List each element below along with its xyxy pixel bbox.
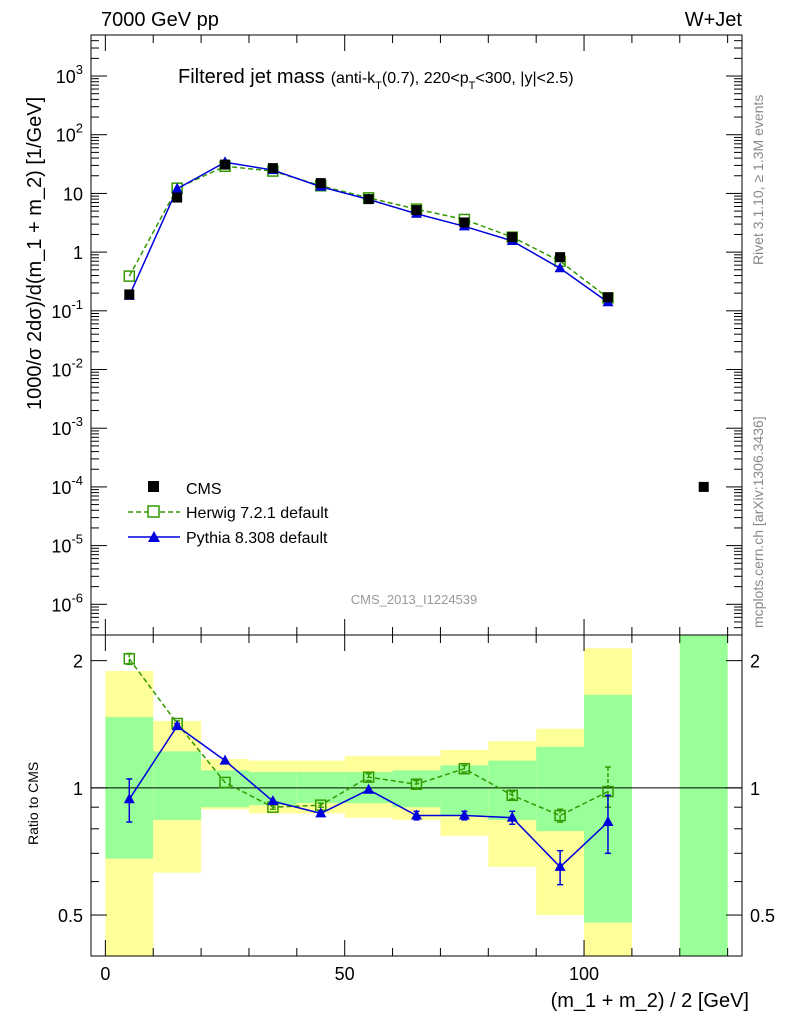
x-tick-label: 100 xyxy=(569,964,599,984)
ratio-panel-series xyxy=(123,652,614,886)
pythia-ratio-point xyxy=(554,860,566,871)
band-inner xyxy=(201,770,249,808)
x-tick-label: 50 xyxy=(335,964,355,984)
cms-point xyxy=(411,205,422,216)
herwig-ratio-point xyxy=(123,653,136,665)
herwig-point xyxy=(123,270,136,282)
pythia-line xyxy=(128,161,609,303)
ratio-y-tick-label: 1 xyxy=(73,779,83,799)
herwig-line xyxy=(128,165,609,299)
herwig-ratio-point xyxy=(458,762,471,775)
herwig-ratio-point xyxy=(410,778,423,790)
cms-point xyxy=(698,481,709,492)
cms-point xyxy=(315,178,326,189)
cms-point xyxy=(124,289,135,300)
ratio-y-tick-label-right: 2 xyxy=(750,652,760,672)
legend-pythia-marker xyxy=(148,531,160,542)
cms-point xyxy=(459,217,470,228)
header-left: 7000 GeV pp xyxy=(101,9,219,31)
header-right: W+Jet xyxy=(685,9,743,31)
y-tick-label: 102 xyxy=(56,121,83,146)
y-tick-label: 10-3 xyxy=(51,414,83,439)
legend-herwig-marker xyxy=(147,505,160,518)
x-tick-label: 0 xyxy=(100,964,110,984)
pythia-ratio-point xyxy=(458,809,470,820)
legend: CMS Herwig 7.2.1 default Pythia 8.308 de… xyxy=(128,481,329,547)
y-tick-label: 103 xyxy=(56,62,83,87)
y-tick-label: 10 xyxy=(63,184,83,204)
pythia-point xyxy=(171,182,183,193)
ratio-y-tick-label-right: 1 xyxy=(750,779,760,799)
pythia-ratio-point xyxy=(267,795,279,806)
pythia-ratio-point xyxy=(219,754,231,765)
ratio-y-tick-label: 0.5 xyxy=(58,906,83,926)
herwig-ratio-point xyxy=(506,789,518,802)
pythia-ratio-point xyxy=(315,807,327,818)
cms-point xyxy=(602,292,613,303)
y-tick-label: 1 xyxy=(73,243,83,263)
cms-point xyxy=(267,163,278,174)
pythia-ratio-point xyxy=(171,720,183,731)
tick-labels: 10-6 10-5 10-4 10-3 10-2 10-1 1 10 102 103 0 50 100 0… xyxy=(51,62,775,984)
cms-point xyxy=(172,192,183,203)
legend-pythia-label: Pythia 8.308 default xyxy=(186,530,328,547)
x-axis-title: (m_1 + m_2) / 2 [GeV] xyxy=(551,990,749,1012)
band-inner xyxy=(440,765,489,816)
y-tick-label: 10-5 xyxy=(51,532,83,557)
main-panel-series xyxy=(123,156,709,492)
herwig-ratio-point xyxy=(362,771,375,783)
pythia-ratio-point xyxy=(363,783,375,794)
axis-ticks xyxy=(91,34,742,957)
herwig-ratio-point xyxy=(219,776,231,789)
plot-title: Filtered jet mass (anti-kT(0.7), 220<pT<3… xyxy=(178,66,574,92)
uncertainty-bands xyxy=(91,635,742,956)
cms-point xyxy=(220,159,231,170)
ratio-y-axis-title: Ratio to CMS xyxy=(25,762,41,845)
ratio-y-tick-label-right: 0.5 xyxy=(750,906,775,926)
pythia-ratio-point xyxy=(411,809,422,820)
ratio-plot-frame xyxy=(90,634,743,957)
y-tick-label: 10-1 xyxy=(51,297,83,322)
y-tick-label: 10-4 xyxy=(51,473,83,498)
cms-point xyxy=(363,194,374,205)
band-inner xyxy=(153,751,202,820)
y-tick-label: 10-6 xyxy=(51,590,83,615)
analysis-watermark: CMS_2013_I1224539 xyxy=(351,592,478,607)
legend-cms-marker xyxy=(148,481,159,492)
cms-point xyxy=(555,252,566,263)
legend-herwig-label: Herwig 7.2.1 default xyxy=(186,505,329,522)
y-tick-label: 10-2 xyxy=(51,356,83,381)
ratio-y-tick-label: 2 xyxy=(73,652,83,672)
band-inner xyxy=(679,635,728,956)
rivet-label: Rivet 3.1.10, ≥ 1.3M events xyxy=(750,95,766,265)
pythia-point xyxy=(554,262,566,273)
cms-point xyxy=(507,232,518,243)
pythia-ratio-point xyxy=(602,816,614,827)
mcplots-label: mcplots.cern.ch [arXiv:1306.3436] xyxy=(750,416,766,628)
herwig-ratio-point xyxy=(554,809,566,822)
pythia-ratio-point xyxy=(123,793,135,804)
legend-cms-label: CMS xyxy=(186,481,222,498)
y-axis-title: 1000/σ 2dσ)/d(m_1 + m_2) [1/GeV] xyxy=(24,97,46,410)
pythia-ratio-point xyxy=(506,811,518,822)
